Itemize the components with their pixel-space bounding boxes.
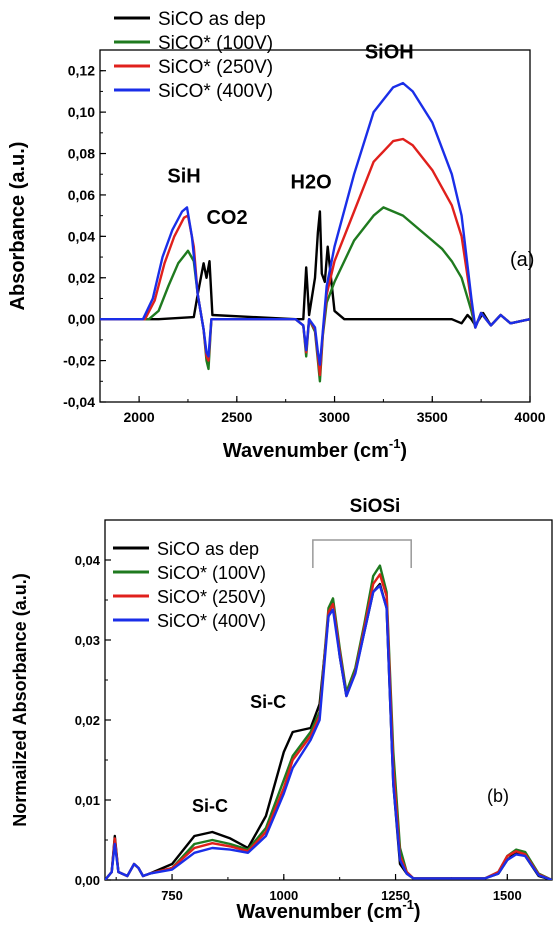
y-tick-label: 0,04 [68,228,95,244]
y-tick-label: 0,08 [68,146,95,162]
panel-label: (b) [487,786,509,806]
x-axis-label-main: Wavenumber (cm [236,901,402,923]
x-tick-label: 1500 [493,888,522,903]
plot-frame [99,49,531,403]
chart-panel-b: 750 1000 1250 1500 0,00 0,01 0,02 0,03 0,04 SiCO … [10,496,553,923]
chart-panel-a: 2000 2500 3000 3500 4000 -0,04 -0,02 0,00 0,02 0,… [7,9,546,462]
peak-annotation: Si-C [250,692,286,712]
y-tick-label: 0,12 [68,63,95,79]
y-tick-label: -0,02 [63,353,95,369]
x-axis-label: Wavenumber (cm-1) [223,436,407,462]
legend-label: SiCO* (250V) [157,587,266,607]
y-tick-label: 0,00 [68,311,95,327]
chart-title: SiOSi [350,496,401,517]
legend-label: SiCO* (100V) [158,33,273,54]
x-tick-label: 3000 [319,409,350,425]
peak-annotation: CO2 [206,207,247,229]
series-line-3 [105,584,552,880]
x-tick-label: 1000 [269,888,298,903]
y-tick-label: 0,03 [75,633,100,648]
peak-annotation: SiOH [365,41,414,63]
y-tick-label: 0,02 [68,270,95,286]
x-tick-label: 750 [161,888,183,903]
legend-label: SiCO as dep [158,9,266,30]
x-axis-label-close: ) [414,901,421,923]
y-tick-label: 0,06 [68,187,95,203]
x-tick-label: 4000 [514,409,545,425]
y-tick-label: 0,10 [68,104,95,120]
plot-frame [104,519,553,881]
y-axis-label: Absorbance (a.u.) [7,142,29,311]
legend-label: SiCO* (100V) [157,563,266,583]
x-axis-label: Wavenumber (cm-1) [236,897,420,923]
x-tick-label: 3500 [417,409,448,425]
peak-annotation: Si-C [192,796,228,816]
legend-label: SiCO* (250V) [158,57,273,78]
x-tick-label: 2000 [124,409,155,425]
y-axis-label: Normailzed Absorbance (a.u.) [10,573,30,826]
siosi-bracket [312,539,412,568]
y-tick-label: 0,04 [75,553,101,568]
x-axis-label-main: Wavenumber (cm [223,440,389,462]
x-tick-label: 2500 [221,409,252,425]
series-line-3 [100,81,530,366]
y-tick-label: 0,01 [75,793,100,808]
legend-label: SiCO as dep [157,539,259,559]
x-axis-label-close: ) [400,440,407,462]
x-axis-label-sup: -1 [389,436,401,451]
x-tick-label: 1250 [381,888,410,903]
legend-label: SiCO* (400V) [158,81,273,102]
y-tick-label: -0,04 [63,394,95,410]
y-tick-label: 0,00 [75,873,100,888]
x-axis-label-sup: -1 [402,897,414,912]
panel-label: (a) [510,249,534,271]
legend-label: SiCO* (400V) [157,611,266,631]
y-tick-label: 0,02 [75,713,100,728]
peak-annotation: H2O [291,172,332,194]
peak-annotation: SiH [167,166,200,188]
series-line-1 [100,206,530,383]
